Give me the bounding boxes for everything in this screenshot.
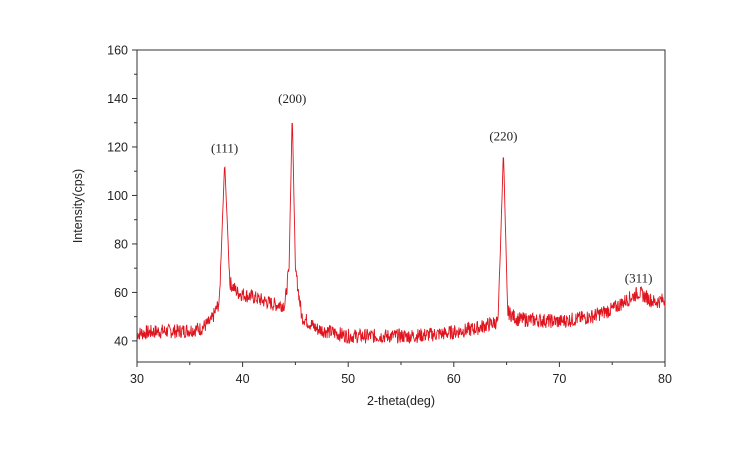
y-axis: 40 60 80 100 120 140 160 [107, 44, 137, 348]
y-tick-label: 120 [107, 140, 128, 154]
x-axis-title: 2-theta(deg) [367, 394, 435, 408]
x-tick-label: 50 [341, 372, 355, 386]
y-tick-label: 160 [107, 44, 128, 58]
peak-label: (200) [278, 91, 306, 106]
y-tick-label: 40 [114, 334, 128, 348]
y-tick-label: 100 [107, 189, 128, 203]
x-tick-label: 80 [658, 372, 672, 386]
peak-label: (311) [625, 270, 653, 285]
peak-label: (220) [489, 129, 517, 144]
x-tick-label: 70 [552, 372, 566, 386]
y-tick-label: 80 [114, 237, 128, 251]
x-tick-label: 30 [130, 372, 144, 386]
x-axis: 30 40 50 60 70 80 [130, 362, 672, 386]
y-tick-label: 140 [107, 92, 128, 106]
plot-border [136, 49, 666, 363]
plot-frame [136, 49, 666, 363]
x-tick-label: 60 [447, 372, 461, 386]
y-axis-title: Intensity(cps) [71, 169, 85, 243]
peak-label: (111) [211, 140, 238, 155]
x-tick-label: 40 [236, 372, 250, 386]
peak-annotations: (111) (200) (220) (311) [211, 91, 652, 285]
y-tick-label: 60 [114, 286, 128, 300]
xrd-series-line [136, 122, 666, 344]
